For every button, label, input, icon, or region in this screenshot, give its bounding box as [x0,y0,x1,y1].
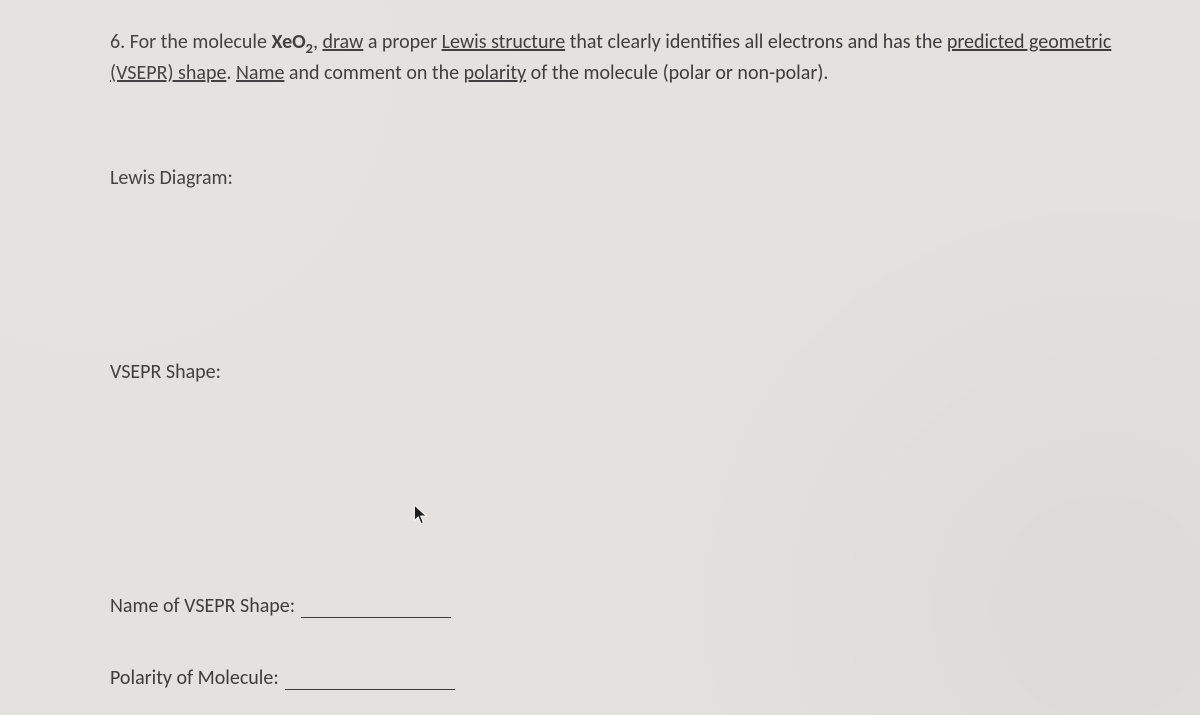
q-lewis-structure: Lewis structure [442,30,566,54]
label-polarity: Polarity of Molecule: [110,666,279,690]
q-mid5: and comment on the [284,61,463,85]
question-text: 6. For the molecule XeO2, draw a proper … [110,28,1140,88]
blank-polarity[interactable] [285,667,455,690]
question-number: 6. [110,30,125,54]
q-prefix: For the molecule [125,30,271,54]
row-polarity: Polarity of Molecule: [110,666,1140,690]
molecule-formula: XeO2 [271,30,313,54]
label-name-of-shape: Name of VSEPR Shape: [110,594,295,618]
worksheet-page: 6. For the molecule XeO2, draw a proper … [0,0,1200,715]
label-lewis-diagram: Lewis Diagram: [110,166,1140,190]
q-mid3: that clearly identifies all electrons an… [565,30,947,54]
q-mid4: . [226,61,236,85]
q-mid2: a proper [363,30,441,54]
q-name-word: Name [236,61,284,85]
q-draw: draw [322,30,363,54]
row-name-of-shape: Name of VSEPR Shape: [110,594,1140,618]
label-vsepr-shape: VSEPR Shape: [110,360,1140,384]
blank-name-of-shape[interactable] [301,595,451,618]
q-mid6: of the molecule (polar or non-polar). [526,61,828,85]
q-polarity-word: polarity [464,61,527,85]
